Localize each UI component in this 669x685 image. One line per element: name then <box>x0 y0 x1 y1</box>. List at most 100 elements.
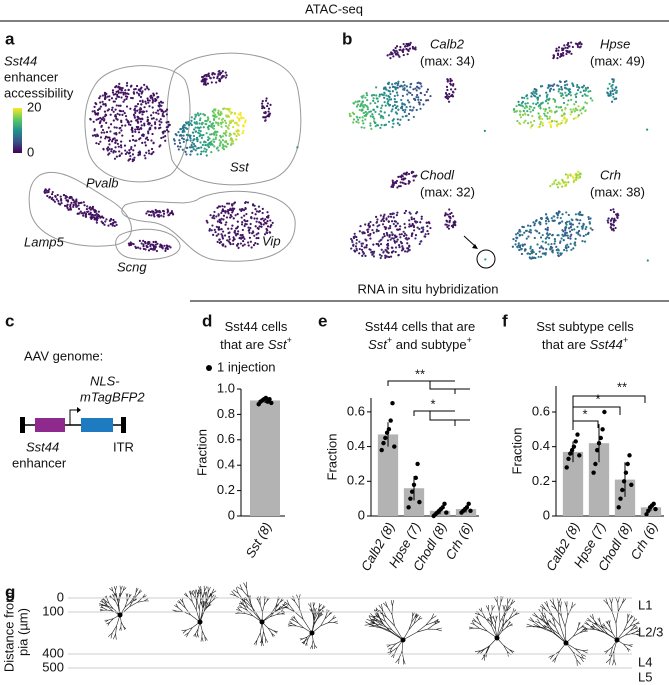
umap-dot <box>389 255 393 258</box>
umap-dot <box>168 213 171 216</box>
umap-dot <box>217 149 220 152</box>
significance-bracket <box>387 380 470 426</box>
umap-dot <box>193 145 196 148</box>
umap-dot <box>537 112 540 115</box>
umap-dot <box>119 87 122 90</box>
umap-dot <box>214 113 217 116</box>
umap-dot <box>127 159 130 162</box>
umap-dot <box>158 215 161 218</box>
umap-dot <box>548 115 551 118</box>
umap-dot <box>191 141 194 144</box>
umap-dot <box>220 112 223 115</box>
umap-dot <box>396 186 399 189</box>
umap-dot <box>222 230 225 233</box>
gene-name: Chodl <box>420 167 455 182</box>
umap-dot <box>397 254 400 257</box>
umap-dot <box>212 233 215 236</box>
umap-dot <box>53 200 57 203</box>
umap-dot <box>383 92 386 95</box>
umap-dot <box>403 182 406 185</box>
data-point <box>602 409 607 415</box>
umap-dot <box>401 175 404 178</box>
umap-dot <box>237 124 240 127</box>
umap-dot <box>546 226 549 229</box>
umap-dot <box>391 233 394 237</box>
umap-dot <box>162 110 165 114</box>
umap-dot <box>365 246 368 249</box>
umap-dot <box>447 224 450 227</box>
umap-dot <box>154 243 157 246</box>
umap-dot <box>139 87 142 90</box>
umap-dot <box>556 186 560 189</box>
umap-dot <box>587 90 590 93</box>
umap-dot <box>225 145 228 148</box>
umap-dot <box>519 116 523 119</box>
neuron-soma <box>563 640 569 646</box>
umap-dot <box>151 106 154 109</box>
umap-dot <box>232 242 235 246</box>
umap-dot <box>415 212 418 215</box>
umap-dot <box>152 92 155 95</box>
umap-dot <box>553 180 556 184</box>
umap-dot <box>576 45 580 48</box>
umap-dot <box>559 240 562 243</box>
umap-dot <box>158 101 161 104</box>
umap-dot <box>240 234 243 237</box>
umap-dot <box>568 90 571 94</box>
umap-dot <box>535 92 538 96</box>
umap-dot <box>100 125 103 128</box>
umap-dot <box>248 228 251 232</box>
umap-dot <box>223 234 227 237</box>
umap-dot <box>118 150 121 153</box>
umap-dot <box>133 114 136 117</box>
umap-dot <box>538 246 541 250</box>
umap-dot <box>412 115 415 119</box>
umap-dot <box>158 211 161 214</box>
umap-dot <box>354 235 357 238</box>
umap-dot <box>389 215 393 218</box>
data-point <box>411 482 417 487</box>
umap-dot <box>150 114 153 117</box>
umap-dot <box>546 102 550 105</box>
umap-dot <box>160 246 163 249</box>
umap-dot <box>372 243 375 246</box>
umap-dot <box>383 225 386 229</box>
umap-dot <box>419 98 423 102</box>
umap-dot <box>145 212 148 215</box>
umap-dot <box>584 233 588 236</box>
umap-dot <box>562 47 565 50</box>
umap-dot <box>570 248 573 251</box>
umap-dot <box>378 240 381 243</box>
umap-dot <box>57 199 60 203</box>
umap-dot <box>364 96 367 99</box>
umap-dot <box>396 122 400 125</box>
umap-dot <box>574 116 577 120</box>
umap-dot <box>385 218 388 221</box>
umap-dot <box>251 203 255 206</box>
umap-dot <box>103 97 107 101</box>
umap-dot <box>390 251 394 254</box>
umap-dot <box>405 234 408 237</box>
umap-dot <box>352 101 355 105</box>
umap-dot <box>540 216 543 220</box>
umap-dot <box>212 76 215 79</box>
arrowhead <box>77 407 81 413</box>
y-tick-label: 0.4 <box>217 457 235 472</box>
umap-dot <box>224 210 227 213</box>
umap-dot <box>204 83 208 86</box>
umap-dot <box>200 146 203 149</box>
umap-dot <box>566 43 569 47</box>
significance-label: * <box>582 406 587 421</box>
umap-dot <box>181 137 184 140</box>
data-point <box>464 505 470 510</box>
umap-dot <box>204 81 207 84</box>
umap-dot <box>384 227 387 231</box>
umap-dot <box>560 94 563 98</box>
umap-dot <box>217 226 221 229</box>
panel-label: b <box>342 29 352 48</box>
umap-dot <box>137 151 140 154</box>
umap-dot <box>388 234 391 237</box>
umap-dot <box>79 210 82 213</box>
umap-dot <box>413 98 417 101</box>
umap-dot <box>518 110 522 113</box>
